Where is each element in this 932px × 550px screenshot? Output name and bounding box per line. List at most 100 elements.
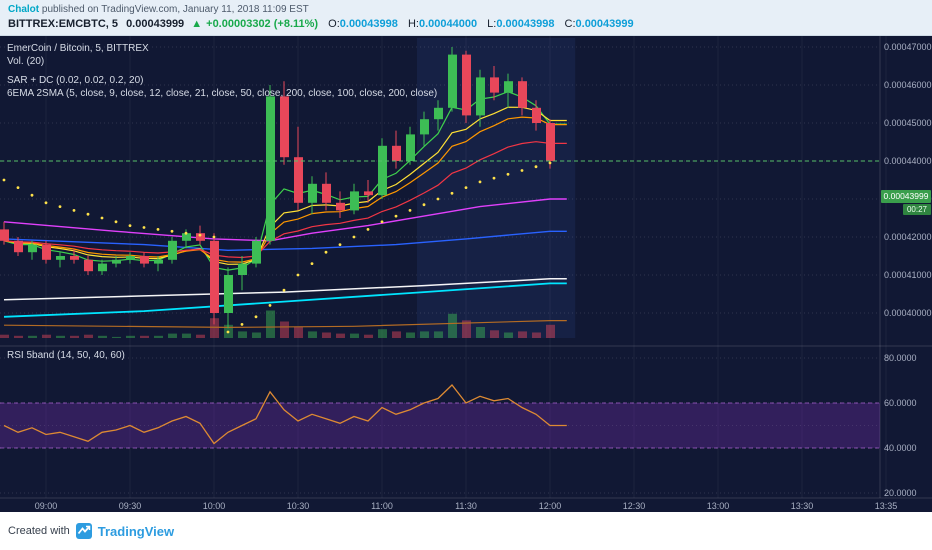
candle	[476, 77, 485, 116]
candle	[336, 202, 345, 211]
price-axis-label: 0.00041000	[884, 270, 932, 280]
low-value: 0.00043998	[496, 18, 555, 30]
open-value: 0.00043998	[339, 18, 398, 30]
candle	[350, 191, 359, 211]
ma-line-ema50	[3, 198, 567, 242]
candle	[182, 233, 191, 241]
candle	[420, 119, 429, 135]
rsi-band	[0, 403, 880, 448]
ma-line-sma100	[3, 230, 567, 252]
price-axis-label: 0.00044000	[884, 156, 932, 166]
legend-ema-sma[interactable]: 6EMA 2SMA (5, close, 9, close, 12, close…	[7, 88, 438, 99]
author-link[interactable]: Chalot	[8, 4, 40, 15]
low-label: L:	[487, 18, 497, 30]
candle	[392, 145, 401, 161]
candle	[28, 244, 37, 253]
candle	[126, 256, 135, 260]
rsi-axis-label: 20.0000	[884, 488, 917, 498]
ma-line-ema200	[3, 282, 567, 318]
candle	[504, 81, 513, 93]
change-arrow-icon: ▲	[191, 18, 203, 30]
price-axis-label: 0.00040000	[884, 308, 932, 318]
chart-area[interactable]: 09:00 09:30 10:00 10:30 11:00 11:30 12:00 12:30…	[0, 36, 932, 512]
candle	[266, 96, 275, 241]
byline-text: published on TradingView.com, January 11…	[39, 4, 309, 15]
symbol-line: BITTREX:EMCBTC, 5 0.00043999 ▲ +0.0000330…	[8, 17, 924, 32]
time-axis-label: 13:00	[707, 501, 730, 511]
time-axis-label: 12:30	[623, 501, 646, 511]
legend-sar-dc[interactable]: SAR + DC (0.02, 0.02, 0.2, 20)	[7, 75, 144, 86]
close-value: 0.00043999	[575, 18, 634, 30]
candle	[378, 145, 387, 196]
tradingview-wordmark[interactable]: TradingView	[97, 523, 175, 539]
candle	[196, 233, 205, 241]
candle	[14, 240, 23, 253]
candle	[294, 157, 303, 203]
price-chart-svg[interactable]: 09:00 09:30 10:00 10:30 11:00 11:30 12:00 12:30…	[0, 36, 932, 512]
candle	[140, 256, 149, 264]
time-axis-label: 09:00	[35, 501, 58, 511]
time-axis-label: 11:00	[371, 501, 393, 511]
time-axis-label: 09:30	[119, 501, 142, 511]
close-label: C:	[564, 18, 576, 30]
ma-line-dc-lower	[3, 320, 567, 329]
candle	[406, 134, 415, 161]
candle	[112, 259, 121, 264]
time-axis-label: 13:35	[875, 501, 898, 511]
candles-layer	[0, 47, 555, 329]
candle	[280, 96, 289, 158]
ema-line-9	[3, 106, 567, 265]
volume-layer	[0, 310, 555, 338]
bar-countdown: 00:27	[903, 204, 931, 215]
legend-volume[interactable]: Vol. (20)	[7, 56, 45, 67]
rsi-line	[3, 384, 567, 445]
byline: Chalot published on TradingView.com, Jan…	[8, 3, 924, 16]
time-axis-label: 10:00	[203, 501, 226, 511]
rsi-axis-label: 40.0000	[884, 443, 917, 453]
high-value: 0.00044000	[418, 18, 478, 30]
ema-line-21	[3, 141, 567, 259]
candle	[70, 256, 79, 260]
price-change: +0.00003302 (+8.11%)	[206, 18, 319, 30]
candle	[462, 54, 471, 116]
candle	[0, 229, 9, 241]
candle	[84, 259, 93, 272]
candle	[546, 123, 555, 161]
legend-symbol[interactable]: EmerCoin / Bitcoin, 5, BITTREX	[7, 43, 149, 54]
candle	[154, 259, 163, 264]
tradingview-logo-icon[interactable]	[75, 523, 92, 539]
price-axis-label: 0.00047000	[884, 42, 932, 52]
time-axis-label: 13:30	[791, 501, 814, 511]
price-axis-label: 0.00045000	[884, 118, 932, 128]
price-axis-label: 0.00042000	[884, 232, 932, 242]
sar-dots-layer	[2, 161, 552, 334]
symbol-name[interactable]: BITTREX:EMCBTC, 5	[8, 18, 118, 30]
candle	[98, 263, 107, 272]
candle	[364, 191, 373, 196]
time-axis-label: 11:30	[455, 501, 477, 511]
legend-rsi[interactable]: RSI 5band (14, 50, 40, 60)	[7, 350, 125, 361]
candle	[252, 240, 261, 264]
time-axis-label: 10:30	[287, 501, 310, 511]
candle	[56, 256, 65, 260]
last-price: 0.00043999	[126, 18, 185, 30]
candle	[42, 244, 51, 260]
candle	[448, 54, 457, 108]
candle	[224, 275, 233, 313]
candle	[210, 240, 219, 313]
candle	[518, 81, 527, 108]
time-axis-label: 12:00	[539, 501, 562, 511]
candle	[322, 183, 331, 203]
candle	[308, 183, 317, 203]
high-label: H:	[407, 18, 419, 30]
ema-line-12	[3, 116, 567, 263]
rsi-axis-label: 80.0000	[884, 353, 917, 363]
candle	[168, 240, 177, 260]
candle	[490, 77, 499, 93]
snapshot-footer: Created with TradingView	[0, 512, 932, 550]
price-axis-label: 0.00046000	[884, 80, 932, 90]
created-with-label: Created with	[8, 525, 70, 537]
open-label: O:	[328, 18, 340, 30]
last-price-axis-label: 0.00043999	[881, 190, 931, 203]
